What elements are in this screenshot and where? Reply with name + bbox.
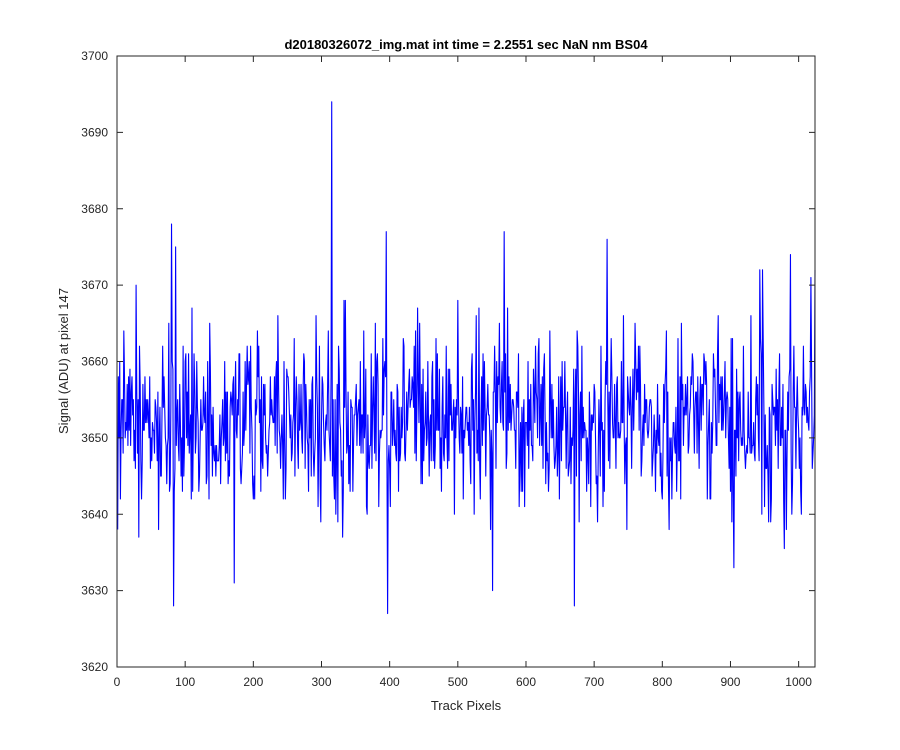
x-tick-label: 400 [380,675,400,689]
x-tick-label: 1000 [785,675,812,689]
series-line [117,101,816,615]
x-tick-label: 200 [243,675,263,689]
x-tick-label: 0 [114,675,121,689]
x-tick-label: 700 [584,675,604,689]
y-tick-label: 3630 [81,584,108,598]
plot-area [117,56,815,667]
x-tick-label: 100 [175,675,195,689]
x-axis-ticks: 0 100 200 300 400 500 600 700 800 900 1000 [114,56,812,689]
y-tick-label: 3680 [81,202,108,216]
y-tick-label: 3640 [81,507,108,521]
y-axis-label: Signal (ADU) at pixel 147 [56,288,71,434]
y-tick-label: 3620 [81,660,108,674]
y-axis-ticks: 3620 3630 3640 3650 3660 3670 3680 3690 3700 [81,49,815,674]
x-tick-label: 800 [652,675,672,689]
x-tick-label: 300 [311,675,331,689]
series-layer [117,101,816,615]
y-tick-label: 3690 [81,125,108,139]
y-tick-label: 3700 [81,49,108,63]
x-tick-label: 500 [448,675,468,689]
x-axis-label: Track Pixels [431,698,502,713]
chart-title: d20180326072_img.mat int time = 2.2551 s… [284,37,648,52]
x-tick-label: 600 [516,675,536,689]
y-tick-label: 3650 [81,431,108,445]
x-tick-label: 900 [720,675,740,689]
y-tick-label: 3660 [81,355,108,369]
y-tick-label: 3670 [81,278,108,292]
